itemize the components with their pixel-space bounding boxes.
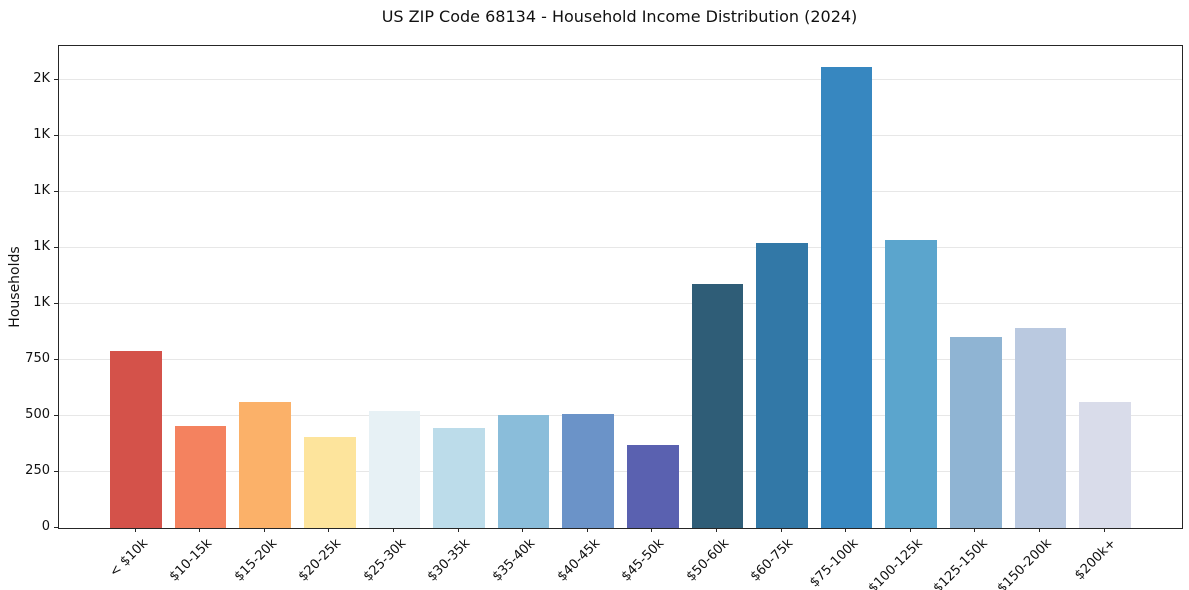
bar [949, 337, 1002, 528]
y-gridline [59, 303, 1182, 305]
bar [756, 243, 808, 528]
x-tick-mark [1038, 528, 1040, 532]
y-tick-mark [54, 414, 58, 416]
x-tick-mark [780, 528, 782, 532]
y-tick-label: 1K [33, 126, 50, 142]
y-axis-label: Households [7, 246, 23, 328]
bar [110, 350, 162, 528]
bar [497, 414, 550, 528]
y-tick-label: 0 [41, 519, 50, 534]
bar [820, 67, 873, 528]
y-gridline [59, 79, 1182, 81]
x-tick-label: $40-45k [554, 536, 603, 585]
y-tick-label: 750 [25, 350, 50, 366]
x-tick-label: $50-60k [683, 536, 733, 585]
x-tick-label: $75-100k [806, 536, 862, 590]
y-tick-mark [54, 302, 58, 304]
y-tick-mark [54, 470, 58, 472]
x-tick-mark [974, 528, 976, 532]
chart-title: US ZIP Code 68134 - Household Income Dis… [381, 7, 858, 26]
x-tick-mark [715, 528, 717, 532]
y-gridline [59, 135, 1182, 137]
y-tick-mark [54, 134, 58, 136]
y-tick-label: 500 [25, 406, 50, 422]
x-tick-label: $15-20k [231, 536, 280, 585]
y-tick-label: 250 [25, 462, 50, 478]
bar [174, 426, 227, 528]
y-tick-mark [54, 246, 58, 248]
x-tick-mark [1103, 528, 1105, 532]
bar [303, 437, 356, 528]
x-tick-mark [522, 528, 524, 532]
y-tick-label: 2K [33, 70, 50, 86]
x-tick-mark [328, 528, 330, 532]
x-tick-label: $10-15k [166, 536, 216, 585]
bar [239, 402, 292, 528]
x-tick-mark [199, 528, 201, 532]
y-tick-mark [54, 527, 58, 528]
y-tick-label: 1K [33, 182, 50, 198]
x-tick-label: < $10k [106, 536, 151, 581]
bar [433, 428, 485, 528]
bar [691, 283, 744, 528]
x-tick-label: $125-150k [930, 536, 991, 590]
x-tick-label: $150-200k [994, 536, 1056, 590]
x-tick-label: $35-40k [489, 536, 539, 585]
y-gridline [59, 415, 1182, 417]
x-tick-mark [392, 528, 394, 532]
y-tick-label: 1K [33, 238, 50, 254]
plot-area [58, 45, 1183, 529]
x-tick-label: $60-75k [748, 536, 797, 585]
bar [885, 239, 938, 528]
y-tick-mark [54, 78, 58, 80]
x-tick-mark [586, 528, 588, 532]
x-tick-label: $20-25k [295, 536, 345, 585]
x-tick-label: $45-50k [618, 536, 668, 585]
x-tick-mark [457, 528, 459, 532]
bar [626, 445, 679, 528]
bar [1079, 402, 1131, 528]
y-tick-mark [54, 190, 58, 192]
y-gridline [59, 247, 1182, 249]
y-gridline [59, 471, 1182, 473]
x-tick-mark [134, 528, 136, 532]
x-tick-mark [909, 528, 911, 532]
y-tick-label: 1K [33, 294, 50, 310]
x-tick-mark [845, 528, 847, 532]
bar [368, 411, 421, 528]
y-gridline [59, 191, 1182, 193]
y-tick-mark [54, 358, 58, 360]
bar [1014, 328, 1067, 528]
y-gridline [59, 359, 1182, 361]
x-tick-label: $30-35k [425, 536, 474, 585]
bar [562, 413, 615, 528]
x-tick-label: $100-125k [865, 536, 926, 590]
x-tick-label: $25-30k [360, 536, 410, 585]
x-tick-label: $200k+ [1072, 536, 1120, 584]
x-tick-mark [651, 528, 653, 532]
x-tick-mark [263, 528, 265, 532]
